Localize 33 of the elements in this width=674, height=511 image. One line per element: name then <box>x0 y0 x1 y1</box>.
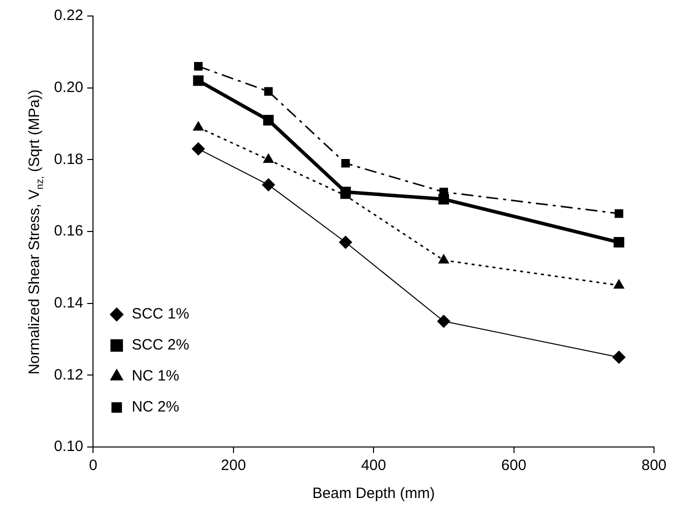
x-tick-label: 600 <box>501 457 526 474</box>
y-tick-label: 0.12 <box>54 366 84 384</box>
point <box>341 158 350 168</box>
y-tick-label: 0.20 <box>54 78 84 96</box>
y-tick-label: 0.10 <box>54 438 84 456</box>
point <box>193 122 204 131</box>
point <box>192 142 205 156</box>
point <box>262 178 275 192</box>
point <box>193 75 204 86</box>
y-tick-label: 0.22 <box>54 7 84 24</box>
point <box>614 280 624 289</box>
point <box>438 254 449 264</box>
point <box>614 209 624 218</box>
legend-label: NC 2% <box>132 398 180 416</box>
x-tick-label: 400 <box>361 457 386 474</box>
y-tick-label: 0.16 <box>54 222 84 240</box>
point <box>263 114 274 126</box>
point <box>437 314 450 328</box>
point <box>194 62 203 71</box>
legend-label: SCC 2% <box>132 336 190 354</box>
point <box>612 350 626 364</box>
legend-label: SCC 1% <box>132 306 190 323</box>
x-tick-label: 800 <box>641 457 667 474</box>
point <box>263 154 274 163</box>
x-tick-label: 0 <box>89 457 98 474</box>
point <box>339 236 352 249</box>
legend-label: NC 1% <box>132 368 180 385</box>
point <box>614 236 624 248</box>
y-tick-label: 0.14 <box>54 294 84 312</box>
x-axis-title: Beam Depth (mm) <box>312 485 435 502</box>
y-tick-label: 0.18 <box>54 150 84 168</box>
point <box>264 87 273 96</box>
x-tick-label: 200 <box>220 457 246 474</box>
